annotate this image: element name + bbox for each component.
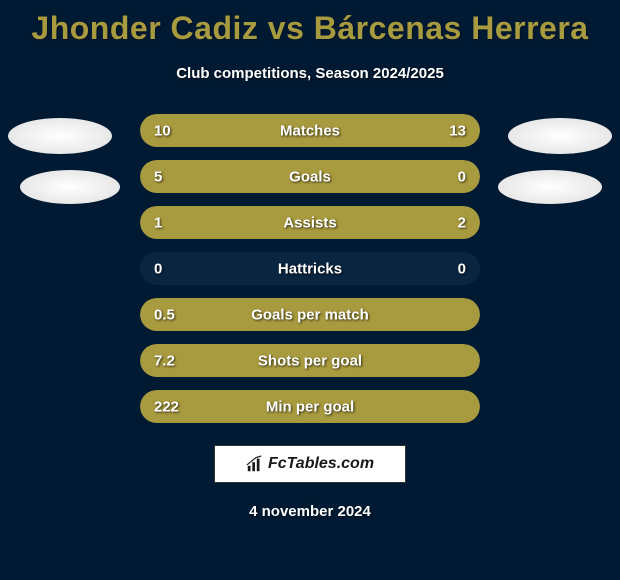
- stat-value-right: 2: [458, 214, 466, 231]
- date-label: 4 november 2024: [0, 503, 620, 520]
- player-right-avatar-shadow: [498, 170, 602, 204]
- stats-container: 10 Matches 13 5 Goals 0 1 Assists 2 0 Ha…: [0, 114, 620, 423]
- stat-value-left: 10: [154, 122, 171, 139]
- stat-bar: 7.2 Shots per goal: [140, 344, 480, 377]
- stat-value-right: 0: [458, 168, 466, 185]
- stat-bar: 0 Hattricks 0: [140, 252, 480, 285]
- stat-bar: 222 Min per goal: [140, 390, 480, 423]
- comparison-title: Jhonder Cadiz vs Bárcenas Herrera: [0, 0, 620, 47]
- season-subtitle: Club competitions, Season 2024/2025: [0, 65, 620, 82]
- stat-bar: 5 Goals 0: [140, 160, 480, 193]
- stat-label: Hattricks: [278, 260, 342, 277]
- stat-bar: 1 Assists 2: [140, 206, 480, 239]
- stat-label: Matches: [280, 122, 340, 139]
- logo-text: FcTables.com: [268, 455, 374, 473]
- stat-bar-left: [140, 160, 405, 193]
- stat-label: Shots per goal: [258, 352, 362, 369]
- stat-bar: 0.5 Goals per match: [140, 298, 480, 331]
- chart-icon: [246, 455, 264, 473]
- stat-value-left: 0: [154, 260, 162, 277]
- player-right-avatar: [508, 118, 612, 154]
- stat-row-hattricks: 0 Hattricks 0: [140, 252, 480, 285]
- stat-row-goals: 5 Goals 0: [140, 160, 480, 193]
- stat-row-min-per-goal: 222 Min per goal: [140, 390, 480, 423]
- stat-row-assists: 1 Assists 2: [140, 206, 480, 239]
- stat-value-right: 13: [449, 122, 466, 139]
- stat-value-left: 7.2: [154, 352, 175, 369]
- stat-row-matches: 10 Matches 13: [140, 114, 480, 147]
- stat-value-left: 222: [154, 398, 179, 415]
- stat-value-right: 0: [458, 260, 466, 277]
- stat-bar: 10 Matches 13: [140, 114, 480, 147]
- player-left-avatar-shadow: [20, 170, 120, 204]
- player-left-avatar: [8, 118, 112, 154]
- stat-row-shots-per-goal: 7.2 Shots per goal: [140, 344, 480, 377]
- stat-value-left: 0.5: [154, 306, 175, 323]
- stat-value-left: 1: [154, 214, 162, 231]
- stat-label: Min per goal: [266, 398, 354, 415]
- stat-value-left: 5: [154, 168, 162, 185]
- source-logo: FcTables.com: [214, 445, 406, 483]
- stat-bar-right: [405, 160, 480, 193]
- stat-label: Goals per match: [251, 306, 369, 323]
- stat-row-goals-per-match: 0.5 Goals per match: [140, 298, 480, 331]
- stat-label: Goals: [289, 168, 331, 185]
- stat-label: Assists: [283, 214, 336, 231]
